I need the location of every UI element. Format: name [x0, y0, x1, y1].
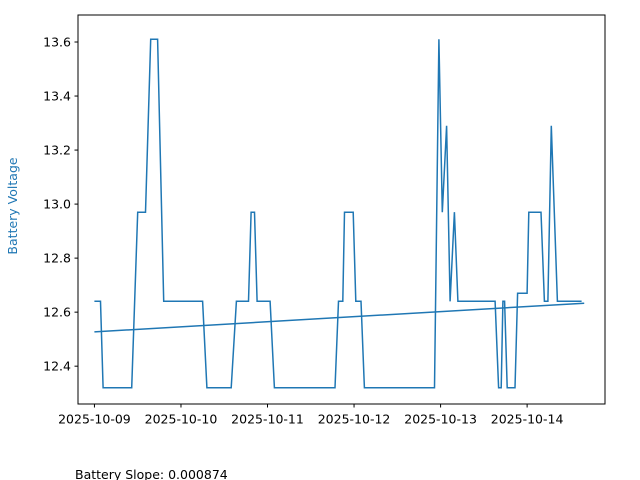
y-axis-tick-label: 13.6: [43, 35, 71, 50]
trend-line: [94, 302, 585, 333]
plot-border: [77, 14, 606, 405]
x-axis-tick-label: 2025-10-11: [231, 412, 304, 427]
battery-slope-text: Battery Slope: 0.000874: [75, 467, 228, 480]
y-axis-tick-label: 12.4: [43, 359, 71, 374]
battery-voltage: [94, 38, 582, 389]
y-axis-label: Battery Voltage: [5, 157, 20, 254]
x-axis-tick-label: 2025-10-10: [145, 412, 218, 427]
y-axis-tick-label: 12.8: [43, 251, 71, 266]
chart-footer: Battery Slope: 0.000874 Battery Min: 12.…: [75, 436, 336, 480]
y-axis-tick-label: 13.2: [43, 143, 71, 158]
x-axis-tick-label: 2025-10-09: [58, 412, 131, 427]
y-axis-tick-label: 12.6: [43, 305, 71, 320]
y-axis-tick-label: 13.4: [43, 89, 71, 104]
y-axis-tick-label: 13.0: [43, 197, 71, 212]
x-axis-tick-label: 2025-10-12: [318, 412, 391, 427]
x-axis-tick-label: 2025-10-14: [491, 412, 564, 427]
x-axis-tick-label: 2025-10-13: [404, 412, 477, 427]
